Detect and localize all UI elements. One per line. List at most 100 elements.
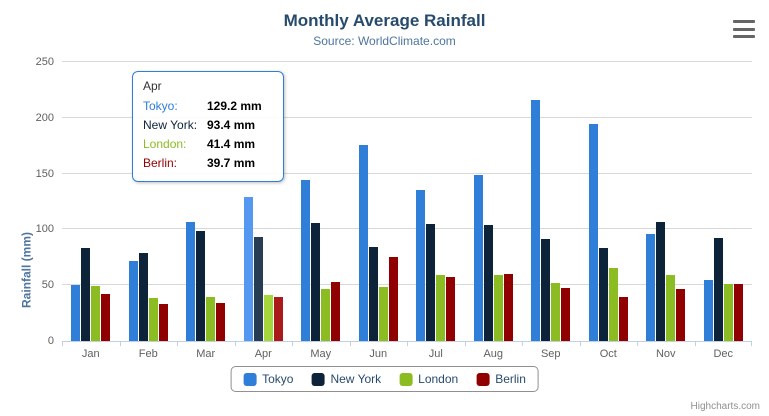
- bar-new-york-sep[interactable]: [541, 239, 551, 341]
- bar-tokyo-jun[interactable]: [358, 144, 368, 341]
- bar-berlin-mar[interactable]: [216, 302, 226, 341]
- bar-berlin-aug[interactable]: [503, 273, 513, 341]
- y-axis-label: 0: [47, 335, 54, 347]
- bar-new-york-jan[interactable]: [81, 247, 91, 341]
- tooltip-value: 129.2 mm: [207, 99, 262, 113]
- bar-london-jul[interactable]: [436, 275, 446, 341]
- tooltip-header: Apr: [143, 79, 162, 93]
- bar-berlin-may[interactable]: [331, 282, 341, 341]
- export-menu-button[interactable]: [733, 20, 755, 38]
- bar-london-apr[interactable]: [263, 294, 273, 341]
- bar-london-aug[interactable]: [493, 274, 503, 341]
- bar-london-sep[interactable]: [551, 282, 561, 341]
- bar-new-york-jun[interactable]: [368, 246, 378, 341]
- bar-new-york-may[interactable]: [311, 222, 321, 341]
- bar-london-nov[interactable]: [666, 274, 676, 341]
- bar-group-aug: [465, 62, 523, 341]
- bar-group-oct: [580, 62, 638, 341]
- bar-new-york-dec[interactable]: [713, 238, 723, 341]
- bar-new-york-nov[interactable]: [656, 222, 666, 341]
- legend-swatch: [476, 372, 490, 386]
- bar-berlin-sep[interactable]: [561, 287, 571, 341]
- legend-item-tokyo[interactable]: Tokyo: [243, 372, 293, 386]
- x-axis-label: Jun: [369, 348, 388, 360]
- legend-item-label: New York: [330, 372, 382, 386]
- x-axis-label: Sep: [540, 348, 561, 360]
- bar-new-york-mar[interactable]: [196, 231, 206, 341]
- bar-london-mar[interactable]: [206, 297, 216, 341]
- tooltip-series-label: New York:: [143, 118, 198, 132]
- hamburger-icon: [733, 20, 755, 23]
- x-axis-label: Dec: [713, 348, 734, 360]
- bar-tokyo-sep[interactable]: [531, 99, 541, 341]
- bar-tokyo-apr[interactable]: [243, 196, 253, 341]
- bar-tokyo-jan[interactable]: [71, 285, 81, 341]
- x-axis-label: Feb: [138, 348, 158, 360]
- x-axis-tick: [177, 341, 178, 346]
- bar-tokyo-oct[interactable]: [588, 124, 598, 341]
- bar-new-york-feb[interactable]: [138, 253, 148, 341]
- bar-tokyo-dec[interactable]: [703, 280, 713, 341]
- x-axis-tick: [751, 341, 752, 346]
- bar-group-nov: [637, 62, 695, 341]
- bar-berlin-oct[interactable]: [618, 297, 628, 341]
- legend-swatch: [243, 372, 257, 386]
- chart-subtitle: Source: WorldClimate.com: [313, 34, 456, 48]
- bar-group-jun: [350, 62, 408, 341]
- bar-group-mar: [177, 62, 235, 341]
- tooltip-row: London: 41.4 mm: [143, 135, 273, 154]
- bar-group-sep: [522, 62, 580, 341]
- bar-berlin-apr[interactable]: [273, 296, 283, 341]
- tooltip-row: Berlin: 39.7 mm: [143, 154, 273, 173]
- bar-london-dec[interactable]: [723, 283, 733, 341]
- bar-tokyo-aug[interactable]: [473, 175, 483, 341]
- x-axis-label: Mar: [196, 348, 216, 360]
- bar-tokyo-nov[interactable]: [646, 234, 656, 341]
- bar-london-feb[interactable]: [148, 297, 158, 341]
- bar-new-york-oct[interactable]: [598, 247, 608, 341]
- bar-london-jun[interactable]: [378, 287, 388, 341]
- gridline: [62, 116, 752, 118]
- tooltip-series-label: Berlin:: [143, 156, 178, 170]
- bar-berlin-jun[interactable]: [388, 256, 398, 341]
- bar-london-may[interactable]: [321, 288, 331, 341]
- x-axis-label: May: [310, 348, 332, 360]
- credits-link[interactable]: Highcharts.com: [690, 401, 760, 412]
- x-axis-tick: [234, 341, 236, 346]
- bar-tokyo-mar[interactable]: [186, 222, 196, 341]
- tooltip-value: 39.7 mm: [207, 156, 256, 170]
- legend-item-label: Berlin: [495, 372, 526, 386]
- bar-london-oct[interactable]: [608, 268, 618, 341]
- legend-item-berlin[interactable]: Berlin: [476, 372, 526, 386]
- bar-group-dec: [695, 62, 753, 341]
- bar-group-may: [292, 62, 350, 341]
- chart-title: Monthly Average Rainfall: [283, 11, 486, 30]
- tooltip-row: New York: 93.4 mm: [143, 116, 273, 135]
- bar-new-york-jul[interactable]: [426, 223, 436, 341]
- bar-berlin-feb[interactable]: [158, 303, 168, 341]
- x-axis-tick: [579, 341, 581, 346]
- bar-london-jan[interactable]: [91, 286, 101, 341]
- bar-berlin-dec[interactable]: [733, 283, 743, 341]
- bar-berlin-nov[interactable]: [676, 288, 686, 341]
- legend-item-label: London: [418, 372, 459, 386]
- bar-new-york-apr[interactable]: [253, 236, 263, 341]
- tooltip-value: 41.4 mm: [207, 137, 256, 151]
- tooltip-row: Tokyo: 129.2 mm: [143, 97, 273, 116]
- bar-tokyo-feb[interactable]: [128, 261, 138, 341]
- x-axis-tick: [119, 341, 121, 346]
- bar-tokyo-may[interactable]: [301, 180, 311, 341]
- bar-tokyo-jul[interactable]: [416, 189, 426, 341]
- legend-item-london[interactable]: London: [399, 372, 458, 386]
- x-axis-label: Jan: [81, 348, 100, 360]
- bar-berlin-jan[interactable]: [101, 293, 111, 341]
- x-axis-label: Nov: [655, 348, 676, 360]
- tooltip-series-label: London:: [143, 137, 187, 151]
- gridline: [62, 61, 752, 62]
- bar-new-york-aug[interactable]: [483, 224, 493, 341]
- legend-item-new-york[interactable]: New York: [311, 372, 381, 386]
- bar-berlin-jul[interactable]: [446, 276, 456, 341]
- hamburger-icon: [733, 35, 755, 38]
- tooltip: Apr Tokyo: 129.2 mm New York: 93.4 mm London…: [132, 71, 284, 182]
